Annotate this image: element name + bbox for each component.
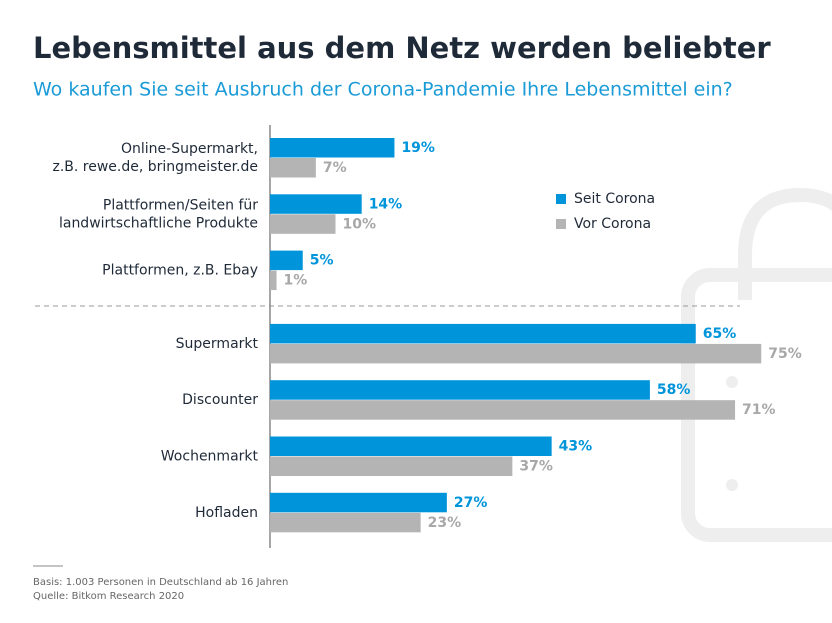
bar bbox=[270, 250, 303, 271]
value-label: 27% bbox=[454, 495, 488, 511]
value-label: 58% bbox=[657, 382, 691, 398]
legend-swatch bbox=[556, 219, 566, 229]
category-label: Discounter bbox=[182, 392, 258, 408]
bar bbox=[270, 436, 552, 456]
value-label: 23% bbox=[428, 515, 462, 531]
bar bbox=[270, 380, 650, 400]
bar bbox=[270, 456, 513, 476]
legend-swatch bbox=[556, 194, 566, 204]
value-label: 75% bbox=[768, 346, 802, 362]
category-label: z.B. rewe.de, bringmeister.de bbox=[52, 159, 258, 175]
bar bbox=[270, 323, 696, 344]
value-label: 43% bbox=[559, 439, 593, 455]
footnote: Quelle: Bitkom Research 2020 bbox=[33, 591, 184, 602]
category-label: Online-Supermarkt, bbox=[121, 141, 258, 157]
chart-subtitle: Wo kaufen Sie seit Ausbruch der Corona-P… bbox=[33, 79, 733, 101]
bar bbox=[270, 512, 421, 533]
value-label: 1% bbox=[284, 273, 308, 289]
legend-label: Seit Corona bbox=[574, 191, 655, 207]
category-label: Plattformen/Seiten für bbox=[103, 197, 258, 213]
value-label: 37% bbox=[519, 459, 553, 475]
bar bbox=[270, 492, 447, 513]
chart-title: Lebensmittel aus dem Netz werden beliebt… bbox=[33, 31, 771, 65]
category-label: Hofladen bbox=[195, 505, 258, 521]
category-label: Plattformen, z.B. Ebay bbox=[102, 263, 258, 279]
value-label: 65% bbox=[703, 326, 737, 342]
category-label: landwirtschaftliche Produkte bbox=[59, 215, 258, 231]
legend-label: Vor Corona bbox=[574, 216, 651, 232]
value-label: 19% bbox=[401, 140, 435, 156]
bar bbox=[270, 138, 395, 158]
value-label: 14% bbox=[369, 196, 403, 212]
background-icon bbox=[681, 187, 832, 542]
bar bbox=[270, 194, 362, 214]
value-label: 71% bbox=[742, 402, 776, 418]
category-label: Supermarkt bbox=[176, 336, 259, 352]
footnote: Basis: 1.003 Personen in Deutschland ab … bbox=[33, 577, 288, 588]
category-label: Wochenmarkt bbox=[161, 449, 259, 465]
bar bbox=[270, 270, 277, 291]
bar bbox=[270, 158, 316, 178]
bar bbox=[270, 400, 736, 420]
value-label: 5% bbox=[310, 253, 334, 269]
value-label: 7% bbox=[323, 160, 347, 176]
bar bbox=[270, 214, 336, 234]
bar bbox=[270, 343, 762, 364]
value-label: 10% bbox=[343, 216, 377, 232]
